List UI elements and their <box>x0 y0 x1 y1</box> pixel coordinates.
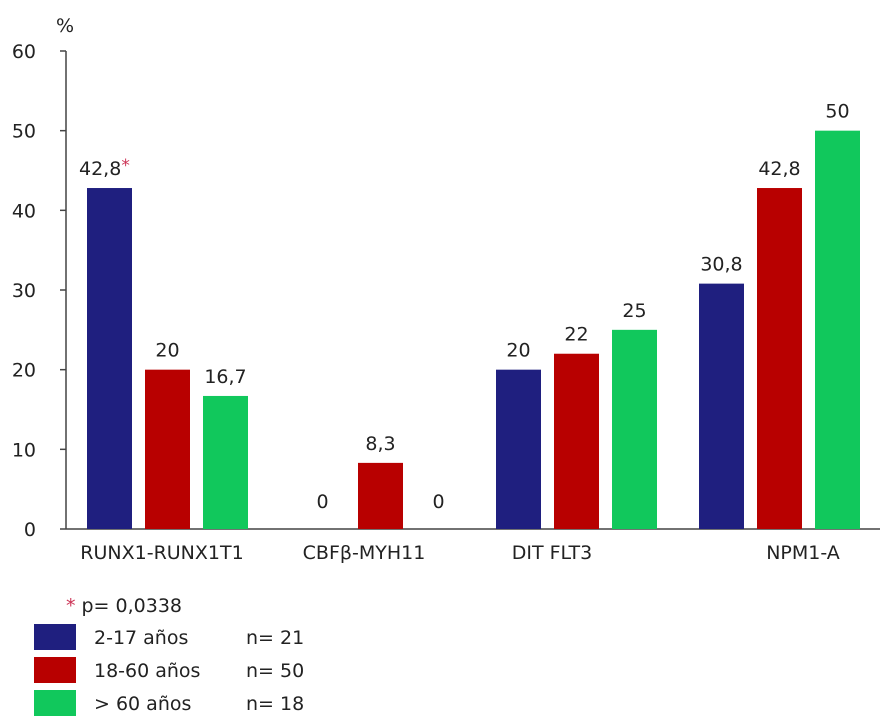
bar <box>612 329 657 529</box>
y-tick-label: 10 <box>12 439 36 461</box>
legend-swatch <box>34 657 76 683</box>
bar <box>203 395 248 529</box>
legend-swatch <box>34 690 76 716</box>
legend-n: n= 21 <box>246 627 305 649</box>
x-tick-label: NPM1-A <box>766 542 840 564</box>
bar <box>496 369 541 529</box>
x-tick-label: CBFβ-MYH11 <box>303 542 426 564</box>
bar-value-label: 8,3 <box>365 433 395 455</box>
bar-value-label: 42,8 <box>758 158 800 180</box>
y-axis-label: % <box>56 15 74 37</box>
bar-value-label: 20 <box>506 340 530 362</box>
bar-value-label: 42,8* <box>79 156 130 180</box>
legend-label: 2-17 años <box>94 627 189 649</box>
p-value: p= 0,0338 <box>81 595 183 617</box>
bar <box>815 130 860 529</box>
y-tick-label: 0 <box>24 519 36 541</box>
bar <box>87 188 132 529</box>
y-tick-label: 20 <box>12 360 36 382</box>
legend-item-18-60: 18-60 años n= 50 <box>34 657 434 685</box>
legend-label: 18-60 años <box>94 660 201 682</box>
legend-item-over-60: > 60 años n= 18 <box>34 690 434 718</box>
bar-value-label: 50 <box>825 101 849 123</box>
bar-value-labels: 42,8* 20 16,7 0 8,3 0 20 22 25 30,8 42,8 50 <box>79 101 850 513</box>
legend-label: > 60 años <box>94 693 192 715</box>
legend-note: * p= 0,0338 <box>66 594 182 618</box>
y-tick-label: 30 <box>12 280 36 302</box>
legend-item-2-17: 2-17 años n= 21 <box>34 624 434 652</box>
legend-n: n= 18 <box>246 693 305 715</box>
bar-value-label: 25 <box>622 300 646 322</box>
bars <box>87 130 860 529</box>
significance-star: * <box>66 595 76 617</box>
x-tick-labels: RUNX1-RUNX1T1 CBFβ-MYH11 DIT FLT3 NPM1-A <box>80 542 840 564</box>
bar-value-label: 0 <box>316 491 328 513</box>
legend-swatch <box>34 624 76 650</box>
bar-value-label: 20 <box>155 340 179 362</box>
x-tick-label: DIT FLT3 <box>512 542 592 564</box>
bar-value-label: 30,8 <box>700 254 742 276</box>
x-tick-label: RUNX1-RUNX1T1 <box>80 542 243 564</box>
y-tick-label: 60 <box>12 41 36 63</box>
significance-star: * <box>121 156 130 176</box>
y-ticks: 0 10 20 30 40 50 60 <box>12 41 66 541</box>
bar <box>358 462 403 529</box>
bar <box>757 188 802 529</box>
bar-value-label: 22 <box>564 324 588 346</box>
bar <box>554 353 599 529</box>
bar <box>699 283 744 529</box>
bar-value-label: 0 <box>432 491 444 513</box>
legend-n: n= 50 <box>246 660 305 682</box>
y-tick-label: 40 <box>12 200 36 222</box>
bar-value-label: 16,7 <box>204 366 246 388</box>
y-tick-label: 50 <box>12 121 36 143</box>
bar <box>145 369 190 529</box>
